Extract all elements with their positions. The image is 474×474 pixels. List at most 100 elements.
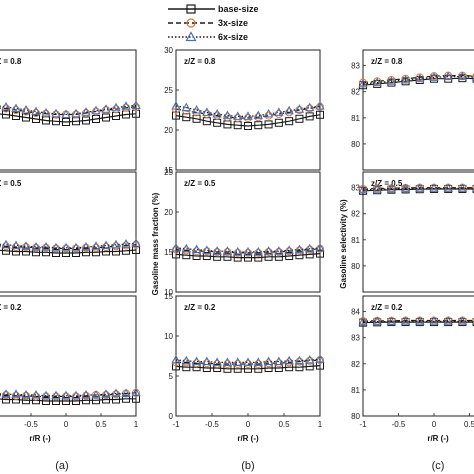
data-point-base-size	[62, 249, 70, 257]
data-point-6x-size	[11, 240, 21, 249]
data-point-base-size	[274, 118, 283, 127]
y-tick-label: 84	[351, 308, 360, 317]
subplot-1-1: 10 15 20 25 z/Z = 0.5	[164, 168, 325, 297]
y-tick-label: 83	[351, 184, 360, 193]
data-point-6x-size	[121, 238, 131, 248]
y-tick-label: 82	[351, 210, 360, 219]
subplot-frame	[362, 49, 474, 171]
data-point-6x-size	[191, 104, 202, 114]
data-point-base-size	[82, 396, 90, 405]
data-point-6x-size	[243, 246, 253, 256]
data-point-base-size	[254, 121, 263, 130]
subplot-label: z/Z = 0.8	[371, 57, 403, 66]
data-point-3x-size	[82, 243, 90, 252]
data-point-6x-size	[202, 356, 212, 366]
data-point-6x-size	[212, 246, 222, 255]
panel-c-ylabel: Gasoline selectivity (%)	[339, 199, 348, 289]
data-point-3x-size	[472, 73, 474, 80]
data-point-3x-size	[82, 109, 90, 117]
data-point-6x-size	[21, 241, 31, 250]
data-point-6x-size	[212, 357, 222, 366]
y-tick-label: 5	[169, 372, 174, 381]
data-point-base-size	[305, 112, 314, 121]
data-point-3x-size	[295, 357, 304, 366]
series-line-6x-size	[362, 320, 474, 323]
data-point-6x-size	[121, 101, 131, 110]
data-point-3x-size	[42, 109, 50, 118]
data-point-3x-size	[42, 392, 50, 401]
data-point-base-size	[415, 76, 424, 84]
data-point-base-size	[316, 249, 324, 258]
data-point-6x-size	[91, 105, 101, 115]
data-point-6x-size	[233, 111, 243, 120]
data-point-3x-size	[102, 391, 110, 399]
data-point-base-size	[401, 77, 410, 86]
data-point-6x-size	[131, 387, 141, 397]
data-point-6x-size	[21, 389, 31, 399]
legend-item-base-size: base-size	[168, 4, 259, 14]
series-line-6x-size	[362, 75, 474, 85]
y-tick-label: 25	[164, 168, 173, 177]
data-point-base-size	[22, 247, 30, 256]
y-tick-label: 20	[164, 126, 173, 135]
data-point-3x-size	[22, 243, 30, 251]
data-point-6x-size	[429, 316, 439, 325]
y-tick-label: 83	[351, 62, 360, 71]
data-point-6x-size	[415, 316, 425, 325]
data-point-6x-size	[386, 183, 397, 193]
data-point-base-size	[182, 113, 191, 122]
subplot-label: z/Z = 0.2	[0, 303, 22, 312]
data-point-base-size	[244, 253, 252, 262]
data-point-6x-size	[372, 77, 382, 87]
subplot-frame	[0, 171, 137, 293]
data-point-6x-size	[1, 389, 11, 398]
data-point-base-size	[387, 78, 396, 87]
data-point-6x-size	[41, 390, 51, 400]
x-tick-label: 0.5	[464, 420, 474, 429]
data-point-base-size	[254, 253, 263, 262]
data-point-6x-size	[274, 246, 284, 255]
data-point-base-size	[72, 249, 80, 257]
legend-label-base-size: base-size	[218, 4, 259, 14]
data-point-6x-size	[294, 355, 305, 365]
data-point-6x-size	[121, 388, 131, 397]
data-point-6x-size	[415, 73, 425, 83]
data-point-3x-size	[22, 391, 30, 400]
data-point-6x-size	[233, 357, 243, 366]
data-point-6x-size	[31, 241, 41, 251]
data-point-3x-size	[82, 391, 90, 400]
data-point-3x-size	[62, 244, 70, 253]
y-tick-label: 15	[164, 248, 173, 257]
x-tick-label: 0.5	[95, 420, 107, 429]
data-point-6x-size	[253, 357, 263, 366]
series-line-6x-size	[0, 104, 137, 116]
subplot-0-1: z/Z = 0.5	[0, 171, 141, 293]
data-point-base-size	[285, 252, 294, 260]
data-point-3x-size	[295, 106, 304, 114]
x-tick-label: -0.5	[24, 420, 38, 429]
data-point-base-size	[359, 81, 367, 90]
y-tick-label: 10	[164, 288, 173, 297]
x-tick-label: 0	[246, 420, 251, 429]
data-point-base-size	[62, 397, 70, 405]
data-point-6x-size	[400, 183, 411, 193]
data-point-base-size	[373, 79, 382, 88]
series-line-base-size	[362, 77, 474, 86]
subplot-frame	[362, 171, 474, 293]
caption-a: (a)	[55, 460, 68, 472]
data-point-6x-size	[91, 389, 101, 399]
data-point-3x-size	[254, 248, 263, 257]
panel-b-ylabel: Gasoline mass fraction (%)	[151, 192, 160, 295]
data-point-base-size	[295, 114, 304, 123]
data-point-6x-size	[294, 104, 305, 113]
series-line-6x-size	[0, 392, 137, 397]
data-point-3x-size	[264, 248, 273, 256]
data-point-6x-size	[81, 107, 91, 116]
data-point-6x-size	[191, 244, 202, 254]
series-line-6x-size	[0, 242, 137, 249]
data-point-6x-size	[284, 105, 294, 115]
data-point-3x-size	[52, 392, 60, 401]
data-point-6x-size	[181, 102, 191, 112]
data-point-base-size	[172, 111, 180, 120]
